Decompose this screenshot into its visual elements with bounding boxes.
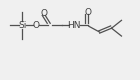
Text: O: O <box>33 21 40 30</box>
Text: O: O <box>84 8 91 17</box>
Text: HN: HN <box>67 21 81 30</box>
Text: O: O <box>41 9 48 18</box>
Text: Si: Si <box>18 21 27 30</box>
